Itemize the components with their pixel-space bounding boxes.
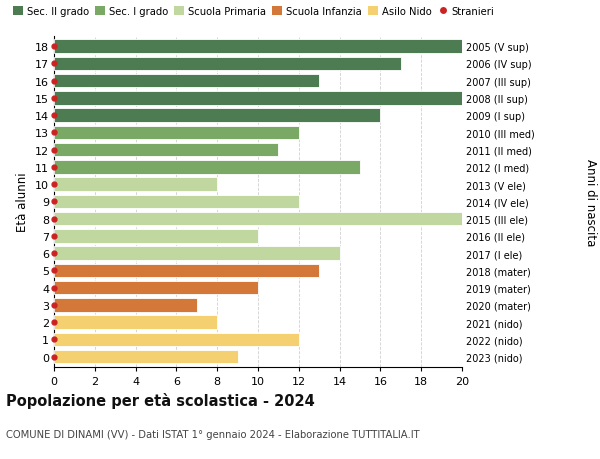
Legend: Sec. II grado, Sec. I grado, Scuola Primaria, Scuola Infanzia, Asilo Nido, Stran: Sec. II grado, Sec. I grado, Scuola Prim… [11, 5, 497, 19]
Bar [54, 316, 217, 329]
Bar [54, 40, 462, 54]
Bar [54, 281, 258, 295]
Bar [54, 144, 278, 157]
Bar [54, 298, 197, 312]
Bar [54, 213, 462, 226]
Bar [54, 161, 360, 174]
Text: COMUNE DI DINAMI (VV) - Dati ISTAT 1° gennaio 2024 - Elaborazione TUTTITALIA.IT: COMUNE DI DINAMI (VV) - Dati ISTAT 1° ge… [6, 429, 419, 439]
Text: Popolazione per età scolastica - 2024: Popolazione per età scolastica - 2024 [6, 392, 315, 409]
Bar [54, 350, 238, 364]
Bar [54, 195, 299, 209]
Bar [54, 333, 299, 347]
Bar [54, 57, 401, 71]
Bar [54, 178, 217, 191]
Bar [54, 75, 319, 88]
Bar [54, 126, 299, 140]
Y-axis label: Età alunni: Età alunni [16, 172, 29, 232]
Bar [54, 109, 380, 123]
Bar [54, 247, 340, 260]
Bar [54, 92, 462, 106]
Bar [54, 264, 319, 278]
Bar [54, 230, 258, 243]
Text: Anni di nascita: Anni di nascita [584, 158, 597, 246]
